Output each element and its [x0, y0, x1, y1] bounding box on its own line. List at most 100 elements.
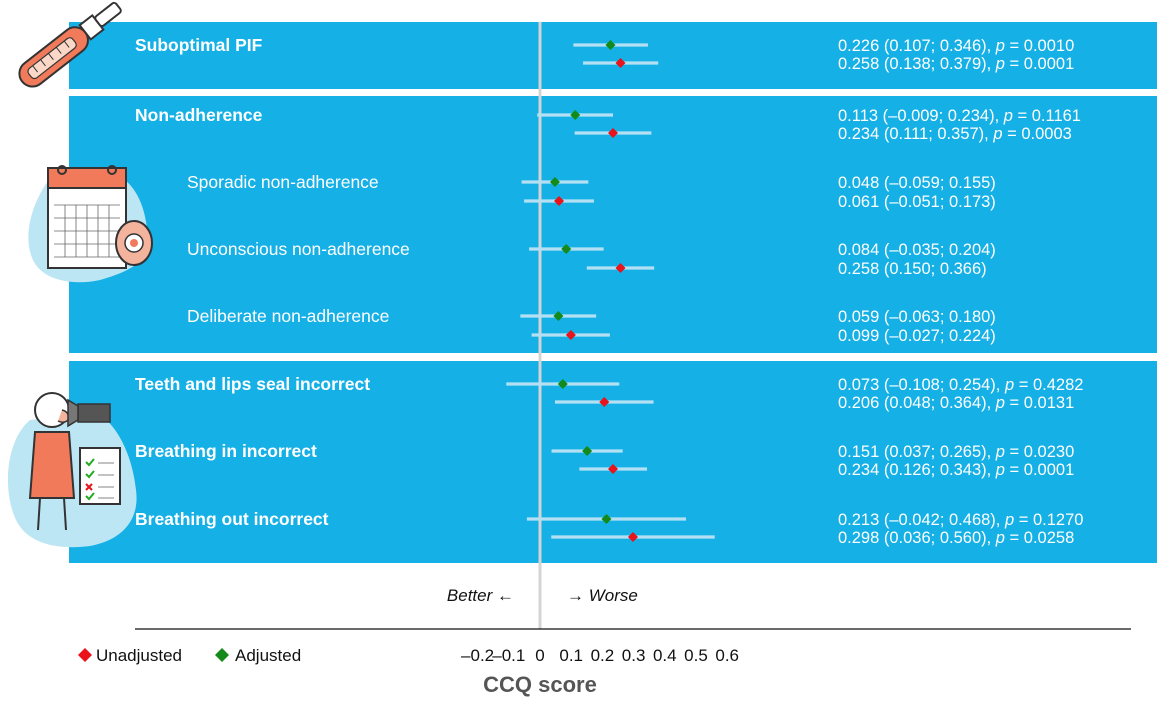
row-label: Breathing in incorrect: [135, 441, 317, 461]
unadjusted-p-value: 0.0003: [1021, 125, 1071, 143]
p-equals: =: [1003, 125, 1022, 143]
panel-background-3: [69, 361, 1157, 563]
unadjusted-stat-text: 0.099 (–0.027; 0.224): [838, 327, 996, 345]
adjusted-estimate-marker: [601, 514, 612, 524]
row-label: Non-adherence: [135, 105, 263, 125]
adjusted-stat-text: 0.084 (–0.035; 0.204): [838, 241, 996, 259]
panel-background-2: [69, 96, 1157, 353]
p-equals: =: [1005, 37, 1024, 55]
rows-layer: Suboptimal PIF 0.226 (0.107; 0.346), p = …: [135, 35, 1083, 547]
adjusted-ci-text: 0.213 (–0.042; 0.468),: [838, 511, 1005, 529]
unadjusted-ci-text: 0.099 (–0.027; 0.224): [838, 327, 996, 345]
row-2-1: Breathing in incorrect 0.151 (0.037; 0.26…: [135, 441, 1074, 479]
adjusted-ci-text: 0.073 (–0.108; 0.254),: [838, 376, 1005, 394]
p-symbol: p: [995, 394, 1005, 412]
x-tick-label: –0.2: [461, 646, 494, 665]
unadjusted-p-value: 0.0258: [1024, 529, 1074, 547]
unadjusted-estimate-marker: [565, 330, 576, 340]
p-equals: =: [1005, 529, 1024, 547]
unadjusted-estimate-marker: [599, 397, 610, 407]
x-axis-ticks: –0.2–0.1 0 0.1 0.2 0.3 0.4 0.5 0.6: [461, 646, 739, 665]
legend-unadjusted-label: Unadjusted: [96, 646, 182, 665]
adjusted-ci-text: 0.084 (–0.035; 0.204): [838, 241, 996, 259]
adjusted-ci-text: 0.059 (–0.063; 0.180): [838, 308, 996, 326]
p-symbol: p: [995, 55, 1005, 73]
panel-background-1: [69, 22, 1157, 89]
inhaler-device-icon: [18, 1, 122, 88]
x-tick-label: 0.4: [653, 646, 677, 665]
row-label: Breathing out incorrect: [135, 509, 329, 529]
adjusted-ci-text: 0.113 (–0.009; 0.234),: [838, 107, 1004, 125]
unadjusted-stat-text: 0.258 (0.150; 0.366): [838, 260, 987, 278]
row-1-2: Unconscious non-adherence 0.084 (–0.035; …: [187, 239, 996, 278]
unadjusted-ci-text: 0.234 (0.126; 0.343),: [838, 461, 996, 479]
unadjusted-p-value: 0.0001: [1024, 461, 1074, 479]
adjusted-estimate-marker: [582, 446, 593, 456]
x-tick-label: 0.1: [559, 646, 583, 665]
calendar-pill-icon: [28, 165, 153, 283]
p-equals: =: [1005, 443, 1024, 461]
unadjusted-stat-text: 0.061 (–0.051; 0.173): [838, 193, 996, 211]
legend-adjusted-label: Adjusted: [235, 646, 301, 665]
x-tick-label: –0.1: [492, 646, 525, 665]
row-2-2: Breathing out incorrect 0.213 (–0.042; 0.…: [135, 509, 1083, 547]
adjusted-p-value: 0.1161: [1032, 107, 1081, 125]
p-symbol: p: [992, 125, 1002, 143]
row-1-3: Deliberate non-adherence 0.059 (–0.063; 0…: [187, 306, 996, 345]
row-2-0: Teeth and lips seal incorrect 0.073 (–0.1…: [135, 374, 1083, 412]
unadjusted-ci-text: 0.234 (0.111; 0.357),: [838, 125, 993, 143]
unadjusted-p-value: 0.0001: [1024, 55, 1074, 73]
adjusted-ci-text: 0.151 (0.037; 0.265),: [838, 443, 996, 461]
row-label: Unconscious non-adherence: [187, 239, 410, 259]
row-0-0: Suboptimal PIF 0.226 (0.107; 0.346), p = …: [135, 35, 1074, 73]
person-checklist-icon: [7, 392, 137, 548]
row-1-1: Sporadic non-adherence 0.048 (–0.059; 0.1…: [187, 172, 996, 211]
adjusted-stat-text: 0.151 (0.037; 0.265), p = 0.0230: [838, 443, 1074, 461]
row-label: Deliberate non-adherence: [187, 306, 389, 326]
adjusted-p-value: 0.1270: [1033, 511, 1083, 529]
unadjusted-ci-text: 0.206 (0.048; 0.364),: [838, 394, 996, 412]
panel-backgrounds: [69, 22, 1157, 563]
p-symbol: p: [995, 37, 1005, 55]
p-equals: =: [1014, 376, 1033, 394]
legend-adjusted-marker: [215, 648, 229, 662]
p-symbol: p: [995, 461, 1005, 479]
unadjusted-estimate-marker: [615, 263, 626, 273]
worse-direction-label: → Worse: [567, 586, 638, 605]
legend: Unadjusted Adjusted: [78, 646, 301, 665]
unadjusted-ci-text: 0.258 (0.138; 0.379),: [838, 55, 996, 73]
p-symbol: p: [995, 529, 1005, 547]
p-equals: =: [1014, 511, 1033, 529]
adjusted-p-value: 0.0010: [1024, 37, 1074, 55]
unadjusted-ci-text: 0.298 (0.036; 0.560),: [838, 529, 996, 547]
unadjusted-stat-text: 0.258 (0.138; 0.379), p = 0.0001: [838, 55, 1074, 73]
p-symbol: p: [1004, 376, 1014, 394]
unadjusted-estimate-marker: [608, 128, 619, 138]
p-symbol: p: [1004, 511, 1014, 529]
adjusted-stat-text: 0.048 (–0.059; 0.155): [838, 174, 996, 192]
unadjusted-stat-text: 0.234 (0.126; 0.343), p = 0.0001: [838, 461, 1074, 479]
p-symbol: p: [1003, 107, 1013, 125]
row-label: Suboptimal PIF: [135, 35, 263, 55]
adjusted-p-value: 0.0230: [1024, 443, 1074, 461]
unadjusted-ci-text: 0.061 (–0.051; 0.173): [838, 193, 996, 211]
p-equals: =: [1013, 107, 1032, 125]
better-direction-label: Better ←: [447, 586, 514, 605]
x-tick-label: 0.5: [684, 646, 708, 665]
unadjusted-ci-text: 0.258 (0.150; 0.366): [838, 260, 987, 278]
p-equals: =: [1005, 55, 1024, 73]
adjusted-estimate-marker: [549, 177, 560, 187]
adjusted-stat-text: 0.073 (–0.108; 0.254), p = 0.4282: [838, 376, 1083, 394]
adjusted-p-value: 0.4282: [1033, 376, 1083, 394]
unadjusted-p-value: 0.0131: [1024, 394, 1074, 412]
legend-unadjusted-marker: [78, 648, 92, 662]
unadjusted-estimate-marker: [627, 532, 638, 542]
adjusted-stat-text: 0.113 (–0.009; 0.234), p = 0.1161: [838, 107, 1081, 125]
x-tick-label: 0.2: [591, 646, 615, 665]
row-label: Sporadic non-adherence: [187, 172, 379, 192]
x-tick-label: 0.3: [622, 646, 646, 665]
unadjusted-stat-text: 0.206 (0.048; 0.364), p = 0.0131: [838, 394, 1074, 412]
adjusted-stat-text: 0.226 (0.107; 0.346), p = 0.0010: [838, 37, 1074, 55]
x-tick-label: 0.6: [715, 646, 739, 665]
